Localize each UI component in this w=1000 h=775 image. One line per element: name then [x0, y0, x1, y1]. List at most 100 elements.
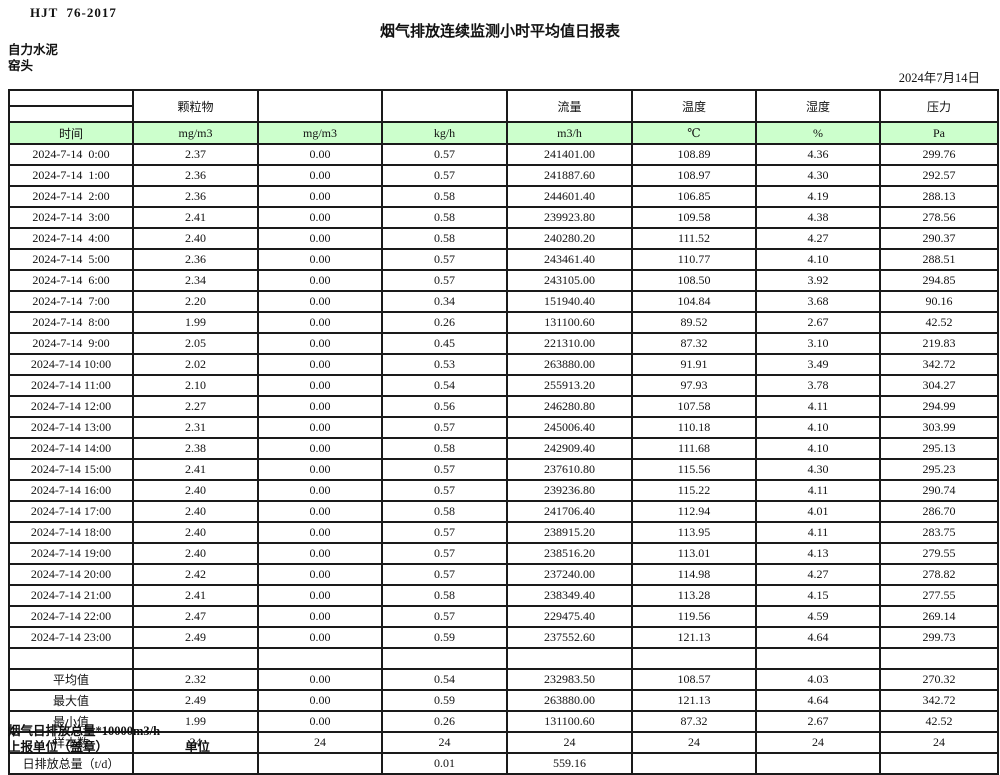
- summary-value-cell: 24: [631, 731, 757, 754]
- value-cell: 0.56: [381, 395, 508, 418]
- value-cell: 0.00: [257, 584, 383, 607]
- value-cell: 107.58: [631, 395, 757, 418]
- value-cell: 2.36: [132, 185, 259, 208]
- value-cell: 3.78: [755, 374, 881, 397]
- station-name: 窑头: [8, 59, 34, 73]
- value-cell: 2.34: [132, 269, 259, 292]
- summary-value-cell: 270.32: [879, 668, 999, 691]
- value-cell: 113.28: [631, 584, 757, 607]
- value-cell: 4.10: [755, 248, 881, 271]
- value-cell: 237610.80: [506, 458, 633, 481]
- value-cell: 0.58: [381, 437, 508, 460]
- unit-header-cell: Pa: [879, 121, 999, 145]
- value-cell: 240280.20: [506, 227, 633, 250]
- time-cell: 2024-7-14 2:00: [8, 185, 134, 208]
- value-cell: 241887.60: [506, 164, 633, 187]
- value-cell: 0.00: [257, 206, 383, 229]
- value-cell: 0.00: [257, 332, 383, 355]
- value-cell: 292.57: [879, 164, 999, 187]
- value-cell: 4.36: [755, 143, 881, 166]
- blank-cell: [381, 647, 508, 670]
- value-cell: 2.31: [132, 416, 259, 439]
- summary-value-cell: 0.00: [257, 668, 383, 691]
- pollutant-header-cell: 湿度: [755, 89, 881, 123]
- value-cell: 4.01: [755, 500, 881, 523]
- value-cell: 121.13: [631, 626, 757, 649]
- value-cell: 3.68: [755, 290, 881, 313]
- monitoring-data-table: 颗粒物 流量 温度 湿度 压力 时间 mg/m3 mg/m3 kg/h m3/h ℃% Pa 2024…: [8, 89, 999, 775]
- table-row: 2024-7-14 12:00 2.27 0.00 0.56 246280.80 107.…: [8, 395, 999, 418]
- value-cell: 2.47: [132, 605, 259, 628]
- group-header-row-2: [8, 105, 998, 123]
- value-cell: 238516.20: [506, 542, 633, 565]
- value-cell: 239923.80: [506, 206, 633, 229]
- value-cell: 115.22: [631, 479, 757, 502]
- value-cell: 2.02: [132, 353, 259, 376]
- unit-header-cell: mg/m3: [257, 121, 383, 145]
- value-cell: 0.00: [257, 479, 383, 502]
- group-header-row: 颗粒物 流量 温度 湿度 压力: [8, 89, 999, 123]
- value-cell: 2.41: [132, 458, 259, 481]
- value-cell: 4.11: [755, 521, 881, 544]
- value-cell: 0.58: [381, 227, 508, 250]
- value-cell: 4.11: [755, 395, 881, 418]
- table-header: 颗粒物 流量 温度 湿度 压力 时间 mg/m3 mg/m3 kg/h m3/h ℃% Pa: [8, 89, 999, 145]
- blank-header-cell: [381, 89, 508, 123]
- value-cell: 243461.40: [506, 248, 633, 271]
- summary-value-cell: [132, 752, 259, 775]
- value-cell: 2.37: [132, 143, 259, 166]
- value-cell: 109.58: [631, 206, 757, 229]
- value-cell: 278.56: [879, 206, 999, 229]
- value-cell: 0.57: [381, 521, 508, 544]
- summary-value-cell: 0.00: [257, 689, 383, 712]
- value-cell: 2.38: [132, 437, 259, 460]
- time-cell: 2024-7-14 6:00: [8, 269, 134, 292]
- value-cell: 246280.80: [506, 395, 633, 418]
- table-row: 2024-7-14 14:00 2.38 0.00 0.58 242909.40 111.…: [8, 437, 999, 460]
- value-cell: 0.57: [381, 563, 508, 586]
- value-cell: 0.26: [381, 311, 508, 334]
- time-cell: 2024-7-14 17:00: [8, 500, 134, 523]
- unit-header-cell: %: [755, 121, 881, 145]
- value-cell: 299.73: [879, 626, 999, 649]
- value-cell: 0.00: [257, 143, 383, 166]
- value-cell: 0.57: [381, 542, 508, 565]
- value-cell: 0.58: [381, 584, 508, 607]
- value-cell: 0.57: [381, 143, 508, 166]
- table-row: 2024-7-14 0:00 2.37 0.00 0.57 241401.00 108.8…: [8, 143, 999, 166]
- value-cell: 0.00: [257, 416, 383, 439]
- table-row: 2024-7-14 6:00 2.34 0.00 0.57 243105.00 108.5…: [8, 269, 999, 292]
- value-cell: 0.00: [257, 542, 383, 565]
- value-cell: 219.83: [879, 332, 999, 355]
- value-cell: 4.13: [755, 542, 881, 565]
- table-row: 2024-7-14 1:00 2.36 0.00 0.57 241887.60 108.9…: [8, 164, 999, 187]
- time-cell: 2024-7-14 5:00: [8, 248, 134, 271]
- value-cell: 0.57: [381, 458, 508, 481]
- value-cell: 244601.40: [506, 185, 633, 208]
- value-cell: 237552.60: [506, 626, 633, 649]
- summary-row: 日排放总量（t/d） 0.01 559.16: [8, 752, 999, 775]
- value-cell: 114.98: [631, 563, 757, 586]
- blank-header-cell: [257, 89, 383, 123]
- value-cell: 3.92: [755, 269, 881, 292]
- spacer-row: [8, 647, 999, 670]
- value-cell: 119.56: [631, 605, 757, 628]
- summary-row: 样本数 24 24 24 24 24 24 24: [8, 731, 999, 754]
- value-cell: 0.58: [381, 500, 508, 523]
- time-cell: 2024-7-14 16:00: [8, 479, 134, 502]
- value-cell: 0.57: [381, 479, 508, 502]
- value-cell: 239236.80: [506, 479, 633, 502]
- value-cell: 2.05: [132, 332, 259, 355]
- summary-value-cell: [257, 752, 383, 775]
- summary-label-cell: 最小值: [8, 710, 134, 733]
- time-cell: 2024-7-14 18:00: [8, 521, 134, 544]
- value-cell: 4.30: [755, 164, 881, 187]
- summary-label-cell: 最大值: [8, 689, 134, 712]
- summary-value-cell: [879, 752, 999, 775]
- value-cell: 2.42: [132, 563, 259, 586]
- value-cell: 277.55: [879, 584, 999, 607]
- value-cell: 0.00: [257, 185, 383, 208]
- value-cell: 110.18: [631, 416, 757, 439]
- value-cell: 2.40: [132, 500, 259, 523]
- value-cell: 0.00: [257, 311, 383, 334]
